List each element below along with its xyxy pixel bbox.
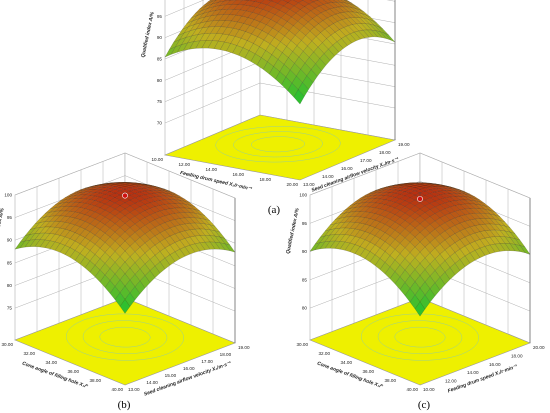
y-tick-label: 14.00 <box>146 380 158 385</box>
x-tick-label: 20.00 <box>287 182 299 187</box>
y-tick-label: 18.00 <box>379 150 391 155</box>
z-axis-title: Qualified index A/% <box>285 207 301 254</box>
x-tick-label: 18.00 <box>260 177 272 182</box>
z-tick-label: 100 <box>299 193 307 198</box>
z-tick-label: 80 <box>302 306 308 311</box>
y-tick-label: 16.00 <box>341 166 353 171</box>
z-tick-label: 95 <box>157 14 163 19</box>
y-tick-label: 15.00 <box>165 373 177 378</box>
panel-label-c: (c) <box>418 399 431 411</box>
x-tick-label: 12.00 <box>179 162 191 167</box>
z-tick-label: 80 <box>157 78 163 83</box>
z-tick-label: 95 <box>7 215 13 220</box>
x-tick-label: 16.00 <box>233 172 245 177</box>
z-axis-title: Qualified index A/% <box>140 11 156 58</box>
y-tick-label: 13.00 <box>128 387 140 392</box>
x-tick-label: 30.00 <box>297 342 309 347</box>
z-tick-label: 90 <box>302 249 308 254</box>
panel-b: 75 80 85 90 95 100 Qualified index A/% 30.00 32.… <box>0 153 250 398</box>
y-tick-label: 19.00 <box>238 345 250 350</box>
x-tick-label: 32.00 <box>319 351 331 356</box>
z-tick-label: 70 <box>157 121 163 126</box>
z-tick-label: 85 <box>302 277 308 282</box>
x-tick-label: 40.00 <box>112 387 124 392</box>
x-tick-label: 34.00 <box>341 360 353 365</box>
x-tick-label: 38.00 <box>90 378 102 383</box>
z-tick-label: 100 <box>4 193 12 198</box>
panel-a: 707580859095100Qualified index A/%10.001… <box>140 0 410 194</box>
x-tick-label: 30.00 <box>2 342 14 347</box>
x-tick-label: 36.00 <box>68 369 80 374</box>
y-tick-label: 14.00 <box>322 174 334 179</box>
y-tick-label: 16.00 <box>489 362 501 367</box>
y-tick-label: 14.00 <box>467 370 479 375</box>
panel-label-b: (b) <box>118 399 131 411</box>
x-tick-label: 14.00 <box>206 167 218 172</box>
y-tick-label: 18.00 <box>511 353 523 358</box>
z-tick-label: 75 <box>157 99 163 104</box>
y-tick-label: 17.00 <box>201 359 213 364</box>
z-tick-label: 85 <box>157 57 163 62</box>
y-tick-label: 12.00 <box>445 379 457 384</box>
y-tick-label: 16.00 <box>183 366 195 371</box>
z-tick-label: 80 <box>7 283 13 288</box>
x-tick-label: 36.00 <box>363 369 375 374</box>
y-tick-label: 17.00 <box>360 158 372 163</box>
x-tick-label: 38.00 <box>385 378 397 383</box>
panel-label-a: (a) <box>268 204 281 216</box>
peak-marker <box>417 196 422 201</box>
z-axis-title: Qualified index A/% <box>0 207 6 254</box>
peak-marker <box>122 193 127 198</box>
y-tick-label: 10.00 <box>423 387 435 392</box>
z-tick-label: 90 <box>157 35 163 40</box>
z-tick-label: 95 <box>302 221 308 226</box>
x-tick-label: 34.00 <box>46 360 58 365</box>
x-tick-label: 32.00 <box>24 351 36 356</box>
x-tick-label: 40.00 <box>407 387 419 392</box>
y-tick-label: 18.00 <box>220 352 232 357</box>
x-tick-label: 10.00 <box>152 157 164 162</box>
z-tick-label: 90 <box>7 238 13 243</box>
y-tick-label: 19.00 <box>398 142 410 147</box>
z-tick-label: 85 <box>7 260 13 265</box>
z-tick-label: 75 <box>7 306 13 311</box>
y-tick-label: 20.00 <box>533 345 545 350</box>
